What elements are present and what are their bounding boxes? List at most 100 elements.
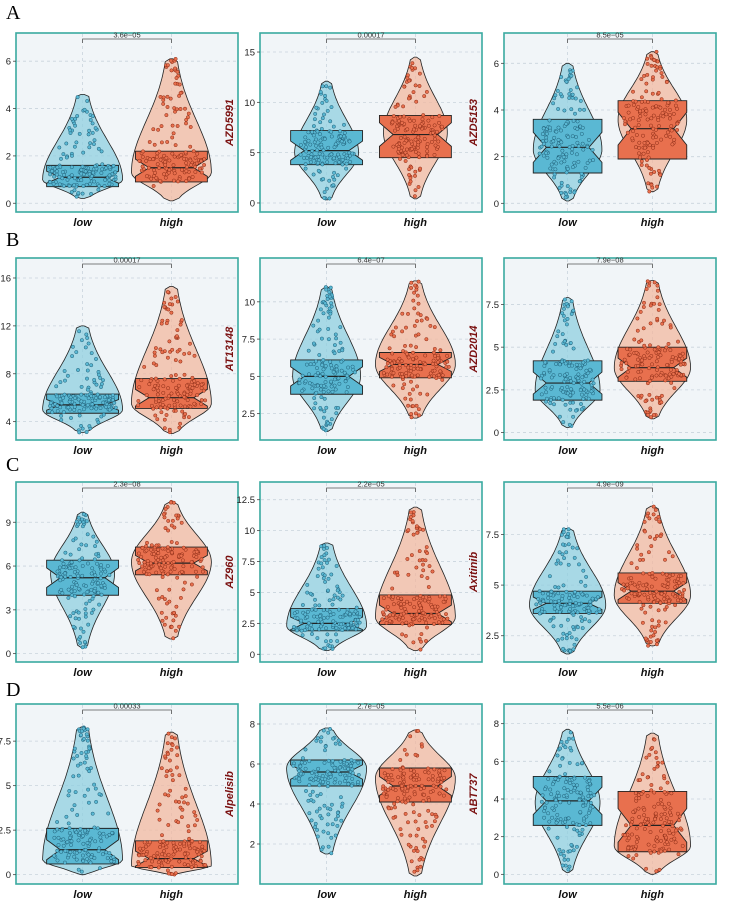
data-point xyxy=(421,113,426,118)
data-point xyxy=(91,142,96,147)
data-point xyxy=(163,555,167,560)
data-point xyxy=(311,323,316,328)
data-point xyxy=(140,154,145,159)
y-tick-label: 2.5 xyxy=(242,619,255,630)
data-point xyxy=(166,518,171,523)
data-point xyxy=(104,834,109,839)
data-point xyxy=(154,570,159,575)
data-point xyxy=(69,839,74,844)
x-tick-label-high: high xyxy=(160,445,183,457)
x-tick-label-low: low xyxy=(317,889,337,901)
data-point xyxy=(332,780,337,785)
data-point xyxy=(175,349,180,354)
data-point xyxy=(438,369,443,374)
data-point xyxy=(426,808,431,813)
data-point xyxy=(97,184,102,188)
data-point xyxy=(666,376,671,381)
data-point xyxy=(152,353,157,358)
data-point xyxy=(619,367,624,372)
data-point xyxy=(438,784,443,789)
data-point xyxy=(163,396,168,401)
data-point xyxy=(650,105,655,110)
data-point xyxy=(179,569,184,574)
data-point xyxy=(571,610,576,615)
data-point xyxy=(552,96,557,101)
data-point xyxy=(391,786,395,791)
data-point xyxy=(111,855,116,860)
data-point xyxy=(386,806,391,811)
data-point xyxy=(80,191,85,196)
data-point xyxy=(421,527,426,532)
data-point xyxy=(68,850,73,855)
data-point xyxy=(405,557,410,561)
data-point xyxy=(414,846,419,850)
data-point xyxy=(338,134,343,139)
data-point xyxy=(381,596,386,601)
data-point xyxy=(660,111,665,116)
data-point xyxy=(424,620,429,625)
data-point xyxy=(140,164,145,169)
data-point xyxy=(560,397,565,402)
data-point xyxy=(563,745,568,750)
data-point xyxy=(392,801,397,806)
data-point xyxy=(183,412,188,416)
p-value-label: 6.4e−07 xyxy=(357,256,384,265)
data-point xyxy=(56,835,61,840)
data-point xyxy=(635,546,640,551)
data-point xyxy=(666,341,671,346)
data-point xyxy=(69,416,73,420)
y-tick-label: 2 xyxy=(494,152,499,163)
data-point xyxy=(411,640,416,645)
data-point xyxy=(667,107,672,112)
data-point xyxy=(89,363,94,368)
y-tick-label: 0 xyxy=(494,199,499,210)
data-point xyxy=(658,817,663,821)
data-point xyxy=(192,810,197,815)
data-point xyxy=(349,758,354,763)
data-point xyxy=(639,159,644,164)
data-point xyxy=(577,601,582,606)
data-point xyxy=(568,341,573,345)
data-point xyxy=(637,591,642,596)
data-point xyxy=(89,406,94,411)
data-point xyxy=(557,362,562,367)
data-point xyxy=(85,738,90,743)
data-point xyxy=(172,171,177,176)
data-point xyxy=(323,744,328,749)
data-point xyxy=(306,348,311,353)
data-point xyxy=(658,66,663,71)
data-point xyxy=(347,139,352,144)
data-point xyxy=(159,410,164,415)
y-tick-label: 12.5 xyxy=(237,495,256,506)
data-point xyxy=(62,860,67,865)
data-point xyxy=(648,408,653,413)
data-point xyxy=(656,608,661,613)
data-point xyxy=(323,364,328,368)
data-point xyxy=(539,376,543,381)
data-point xyxy=(655,316,660,321)
data-point xyxy=(345,610,350,615)
data-point xyxy=(571,414,576,419)
data-point xyxy=(426,766,431,771)
data-point xyxy=(548,787,553,792)
data-point xyxy=(642,300,646,305)
data-point xyxy=(571,346,576,351)
data-point xyxy=(175,575,180,580)
data-point xyxy=(653,508,658,512)
data-point xyxy=(52,174,57,179)
data-point xyxy=(424,337,429,342)
data-point xyxy=(663,373,668,378)
data-point xyxy=(665,780,670,785)
data-point xyxy=(315,834,320,839)
data-point xyxy=(406,365,411,370)
data-point xyxy=(322,558,327,563)
data-point xyxy=(385,357,390,362)
data-point xyxy=(555,812,560,817)
data-point xyxy=(344,761,349,766)
data-point xyxy=(88,860,93,865)
data-point xyxy=(646,100,650,105)
data-point xyxy=(311,133,316,138)
data-point xyxy=(303,379,308,384)
data-point xyxy=(556,585,561,590)
data-point xyxy=(176,179,180,184)
